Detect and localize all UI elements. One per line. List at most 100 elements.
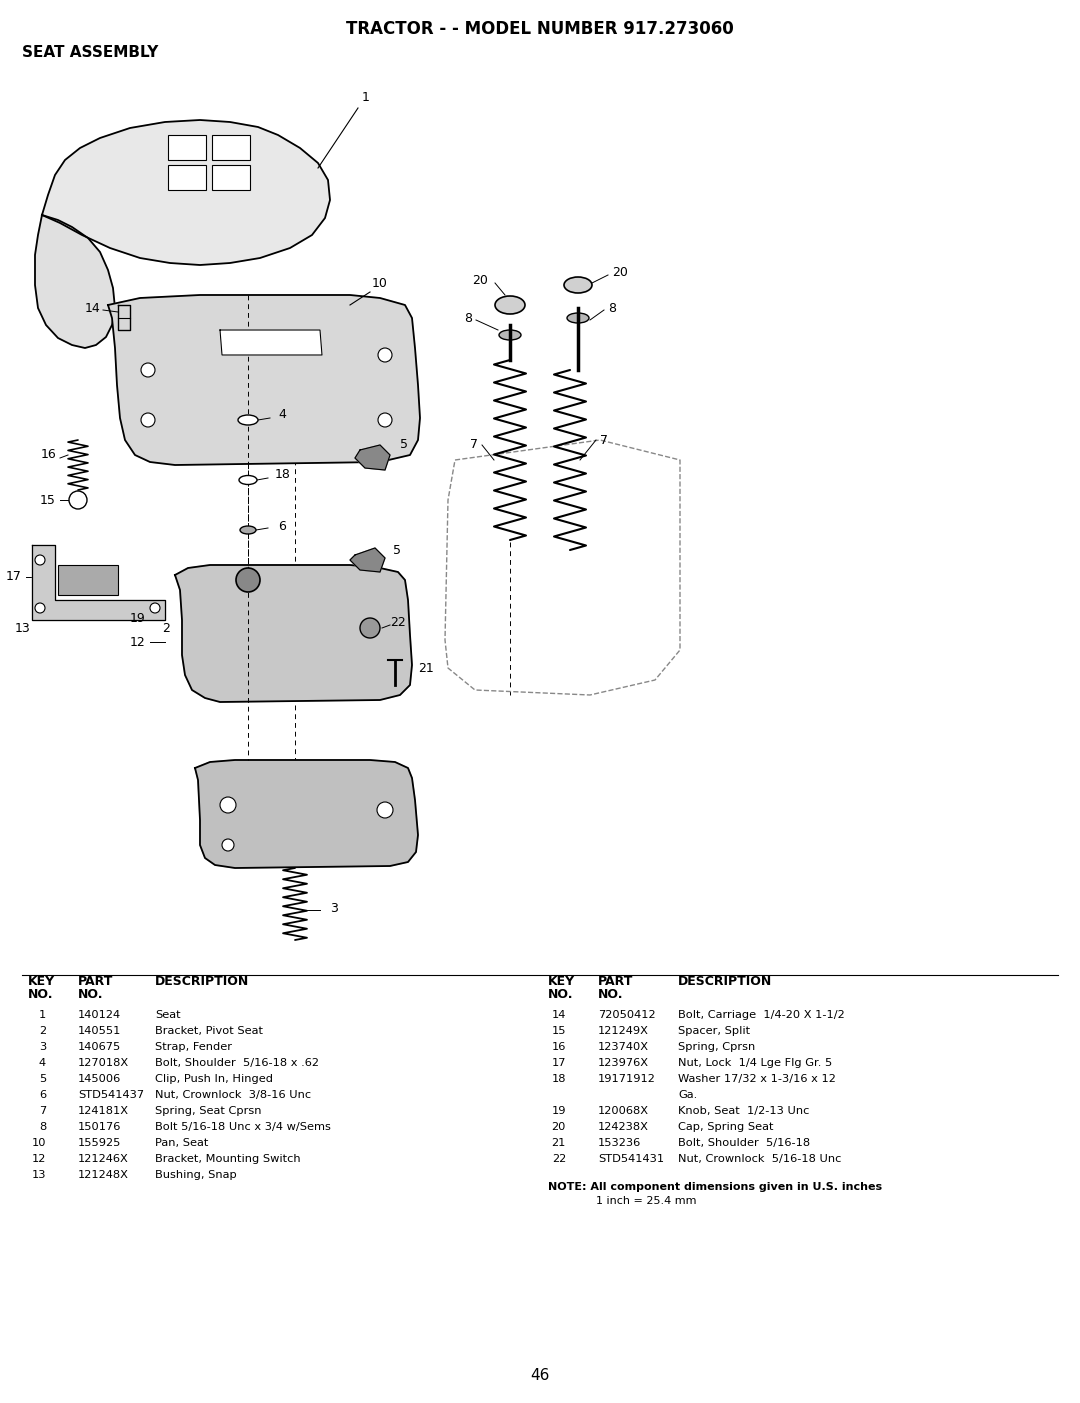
Text: Nut, Lock  1/4 Lge Flg Gr. 5: Nut, Lock 1/4 Lge Flg Gr. 5 [678,1058,833,1068]
Text: 2: 2 [39,1026,46,1035]
Text: 1: 1 [39,1010,46,1020]
Ellipse shape [564,276,592,293]
Text: Bolt 5/16-18 Unc x 3/4 w/Sems: Bolt 5/16-18 Unc x 3/4 w/Sems [156,1122,330,1132]
Text: 72050412: 72050412 [598,1010,656,1020]
Text: Spring, Seat Cprsn: Spring, Seat Cprsn [156,1106,261,1115]
Text: 121249X: 121249X [598,1026,649,1035]
Text: 17: 17 [552,1058,566,1068]
Polygon shape [108,295,420,464]
Bar [58,565,118,595]
Text: 13: 13 [14,622,30,634]
Polygon shape [175,565,411,702]
Text: Spring, Cprsn: Spring, Cprsn [678,1042,755,1052]
Text: 22: 22 [552,1155,566,1164]
Circle shape [377,803,393,818]
Text: 12: 12 [130,636,145,648]
Circle shape [237,568,260,592]
Text: 19: 19 [130,612,145,624]
Text: Seat: Seat [156,1010,180,1020]
Ellipse shape [240,526,256,535]
Text: 1: 1 [362,91,369,104]
Text: Bolt, Shoulder  5/16-18: Bolt, Shoulder 5/16-18 [678,1138,810,1148]
Text: 46: 46 [530,1368,550,1383]
Text: 127018X: 127018X [78,1058,130,1068]
Text: 18: 18 [552,1075,566,1085]
Text: 5: 5 [393,543,401,557]
Ellipse shape [238,415,258,425]
Text: 16: 16 [40,449,56,462]
Text: 4: 4 [278,408,286,421]
Text: 8: 8 [608,302,616,314]
Polygon shape [195,760,418,868]
Circle shape [378,348,392,362]
Text: 21: 21 [552,1138,566,1148]
Text: 140124: 140124 [78,1010,121,1020]
Ellipse shape [499,330,521,340]
Text: 140675: 140675 [78,1042,121,1052]
Text: 153236: 153236 [598,1138,642,1148]
Text: Bolt, Carriage  1/4-20 X 1-1/2: Bolt, Carriage 1/4-20 X 1-1/2 [678,1010,845,1020]
Text: 21: 21 [418,661,434,675]
Text: 12: 12 [31,1155,46,1164]
Bar [168,135,206,160]
Text: Bracket, Pivot Seat: Bracket, Pivot Seat [156,1026,264,1035]
Text: Bushing, Snap: Bushing, Snap [156,1170,237,1180]
Text: Spacer, Split: Spacer, Split [678,1026,751,1035]
Circle shape [150,603,160,613]
Text: NO.: NO. [28,988,54,1000]
Text: KEY: KEY [28,975,55,988]
Text: 15: 15 [552,1026,566,1035]
Polygon shape [42,121,330,265]
Text: PART: PART [78,975,113,988]
Text: 2: 2 [162,622,170,634]
Circle shape [141,412,156,427]
Text: 20: 20 [472,274,488,286]
Text: 15: 15 [40,494,56,506]
Text: Clip, Push In, Hinged: Clip, Push In, Hinged [156,1075,273,1085]
Text: 7: 7 [600,434,608,446]
Text: KEY: KEY [548,975,576,988]
Ellipse shape [567,313,589,323]
Text: 14: 14 [552,1010,566,1020]
Text: 4: 4 [39,1058,46,1068]
Circle shape [69,491,87,509]
Text: TRACTOR - - MODEL NUMBER 917.273060: TRACTOR - - MODEL NUMBER 917.273060 [346,20,734,38]
Circle shape [35,603,45,613]
Text: 145006: 145006 [78,1075,121,1085]
Polygon shape [350,549,384,572]
Text: 20: 20 [552,1122,566,1132]
Text: STD541431: STD541431 [598,1155,664,1164]
Polygon shape [35,215,114,348]
Circle shape [141,363,156,377]
Circle shape [35,556,45,565]
Text: 22: 22 [390,616,406,629]
Text: NO.: NO. [598,988,623,1000]
Text: 1 inch = 25.4 mm: 1 inch = 25.4 mm [596,1195,697,1207]
Text: Pan, Seat: Pan, Seat [156,1138,208,1148]
Ellipse shape [495,296,525,314]
Circle shape [222,839,234,852]
Text: 10: 10 [372,276,388,290]
Text: NO.: NO. [78,988,104,1000]
Text: DESCRIPTION: DESCRIPTION [678,975,772,988]
Bar [168,166,206,189]
Text: 5: 5 [39,1075,46,1085]
Polygon shape [220,330,322,355]
Text: STD541437: STD541437 [78,1090,144,1100]
Ellipse shape [239,476,257,484]
Text: 123740X: 123740X [598,1042,649,1052]
Text: Nut, Crownlock  5/16-18 Unc: Nut, Crownlock 5/16-18 Unc [678,1155,841,1164]
Bar [212,166,249,189]
Text: 16: 16 [552,1042,566,1052]
Circle shape [220,797,237,812]
Text: 3: 3 [39,1042,46,1052]
Text: SEAT ASSEMBLY: SEAT ASSEMBLY [22,45,159,60]
Text: 150176: 150176 [78,1122,121,1132]
Circle shape [360,617,380,638]
Text: 120068X: 120068X [598,1106,649,1115]
Text: 5: 5 [400,439,408,452]
Text: 17: 17 [6,571,22,584]
Text: Washer 17/32 x 1-3/16 x 12: Washer 17/32 x 1-3/16 x 12 [678,1075,836,1085]
Text: 121248X: 121248X [78,1170,129,1180]
Text: 7: 7 [39,1106,46,1115]
